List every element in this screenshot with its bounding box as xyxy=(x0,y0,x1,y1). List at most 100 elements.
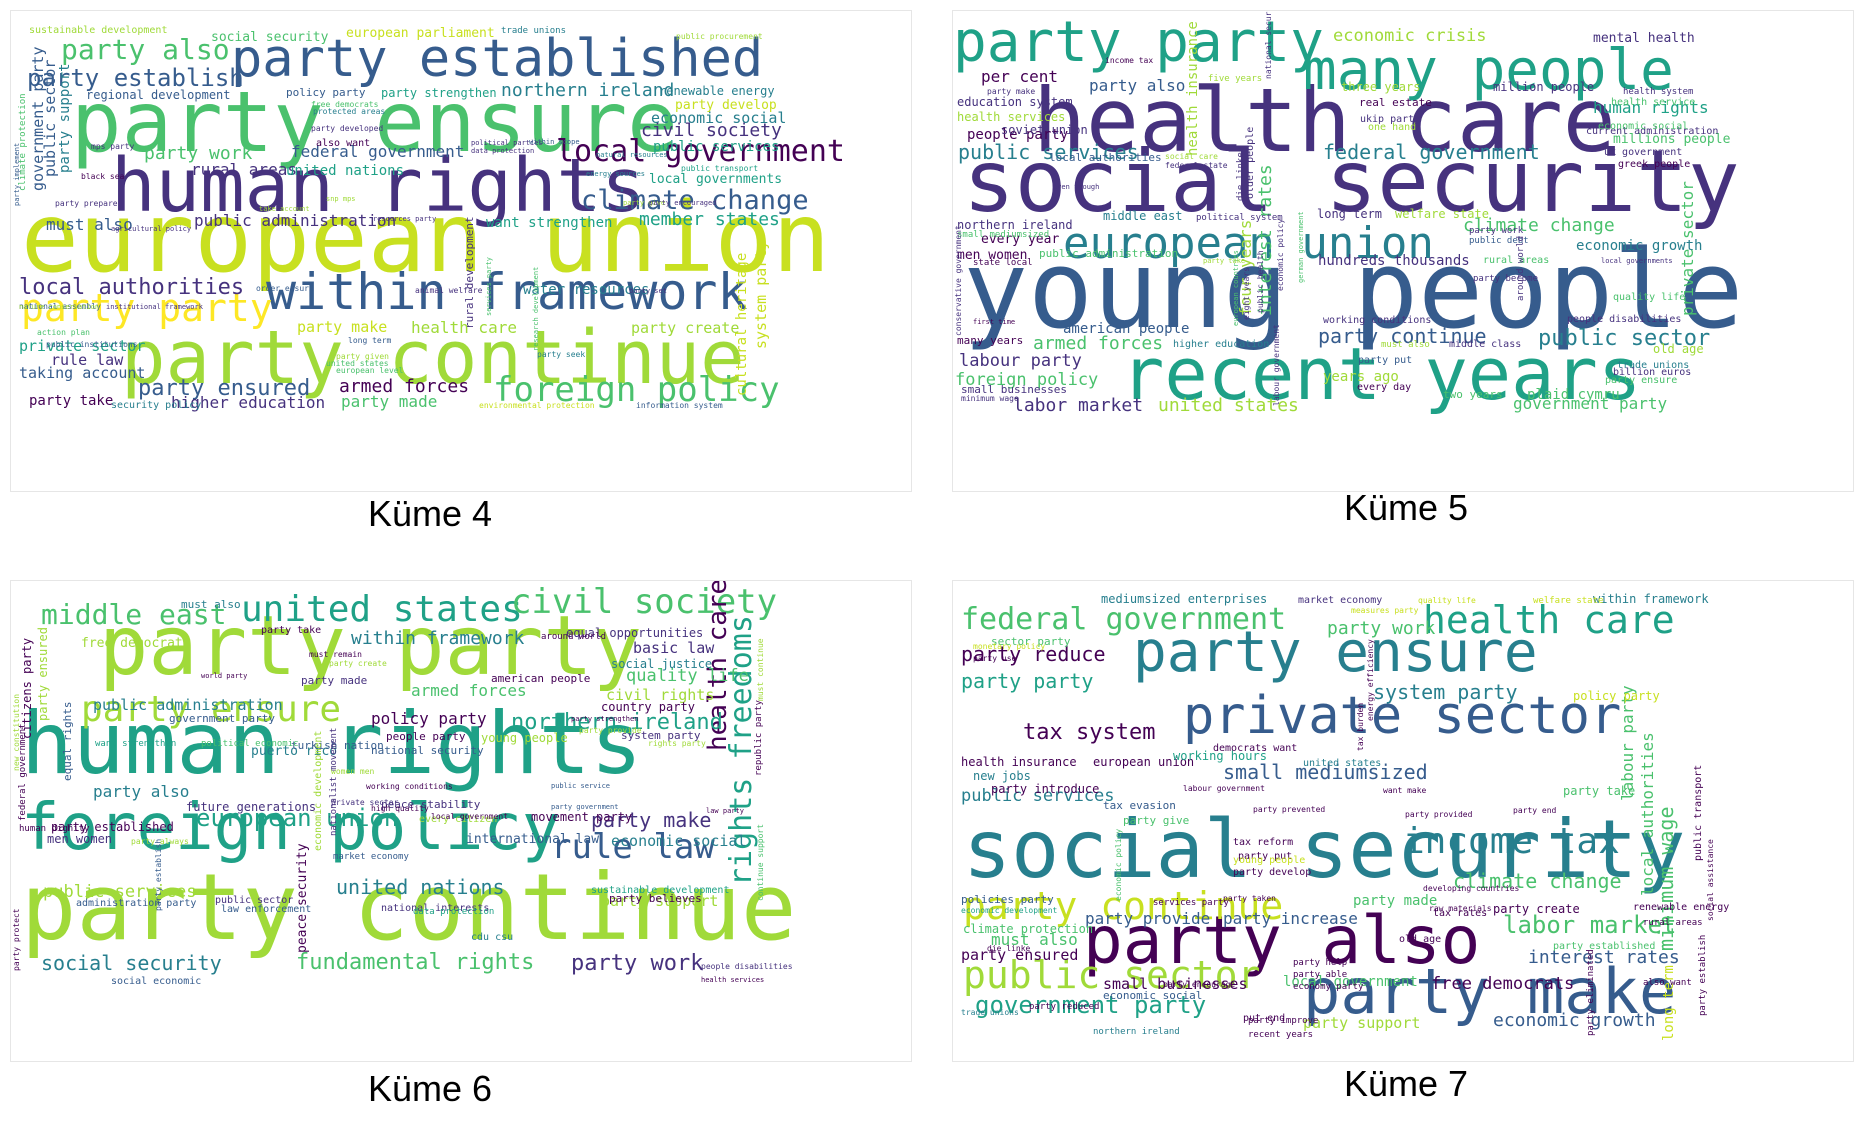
word-data-protection: data protection xyxy=(471,147,534,155)
word-want-strengthen: want strengthen xyxy=(486,215,612,231)
word-cloud-panel-7: social security party also private sector p… xyxy=(952,580,1854,1062)
word-health-care: health care xyxy=(1423,598,1675,642)
word-cloud-panel-6: human rights party party party continue for… xyxy=(10,580,912,1062)
word-health-services: health services xyxy=(957,110,1065,124)
word-want-strengthen: want strengthen xyxy=(95,739,176,749)
word-party-party: party party xyxy=(961,669,1093,693)
word-economic-crisis: economic crisis xyxy=(1333,26,1487,46)
word-political-system: political system xyxy=(1196,213,1283,223)
word-member-states: member states xyxy=(639,209,780,230)
word-party-also: party also xyxy=(61,33,230,66)
word-local-government: local government xyxy=(556,134,845,169)
word-democrats-want: democrats want xyxy=(1213,743,1297,754)
word-information-system: information system xyxy=(636,401,723,410)
word-american-people: american people xyxy=(1063,321,1189,337)
word-economic-growth: economic growth xyxy=(1576,238,1702,254)
word-public-administration: public administration xyxy=(93,696,283,714)
word-federal-state: federal state xyxy=(1165,161,1228,170)
word-armed-forces: armed forces xyxy=(1033,333,1163,354)
word-renewable-energy: renewable energy xyxy=(1633,902,1729,913)
word-trade-unions: trade unions xyxy=(961,1008,1019,1017)
word-quality-life: quality life xyxy=(626,666,749,686)
word-party-established: party established xyxy=(231,29,763,89)
word-billion-euros: billion euros xyxy=(1613,367,1691,378)
word-administration-party: administration party xyxy=(76,898,196,909)
word-higher-education: higher education xyxy=(171,393,325,412)
word-party-create: party create xyxy=(329,659,387,668)
word-economic-growth: economic growth xyxy=(1493,1010,1656,1031)
word-education-system: education system xyxy=(957,95,1073,109)
word-federal-government: federal government xyxy=(291,142,464,161)
word-cdu-csu: cdu csu xyxy=(471,932,513,943)
word-party-make: party make xyxy=(591,808,711,832)
word-long-term: long term xyxy=(1661,965,1677,1041)
word-economic-policy: economic policy xyxy=(1276,219,1285,291)
word-rural-development: rural development xyxy=(463,216,476,329)
word-young-people: young people xyxy=(1233,855,1305,866)
word-labour-government: labour government xyxy=(1183,784,1265,793)
word-research-development: research development xyxy=(532,267,540,351)
word-national-security: national security xyxy=(371,744,484,757)
word-welfare-state: welfare state xyxy=(1533,596,1603,606)
word-sustainable-development: sustainable development xyxy=(591,885,729,896)
word-international-law: international law xyxy=(466,832,599,847)
word-local-government: local government xyxy=(431,812,508,821)
word-european-union: european union xyxy=(1063,218,1434,269)
word-public-service: public service xyxy=(551,782,610,790)
word-private-sector: private sector xyxy=(1678,181,1697,316)
word-party-take: party take xyxy=(1203,257,1245,265)
word-economy-party: economy party xyxy=(1293,982,1364,992)
word-recent-years: recent years xyxy=(1121,332,1641,416)
word-public-sector: public sector xyxy=(41,60,59,177)
word-civil-rights: civil rights xyxy=(606,686,714,704)
word-health-system: health system xyxy=(1623,87,1693,97)
word-system-party: system party xyxy=(621,729,701,742)
word-social-security: social security xyxy=(963,132,1740,232)
word-climate-change: climate change xyxy=(581,185,809,216)
word-market-economy: market economy xyxy=(1298,595,1382,606)
word-social-security: social security xyxy=(211,30,329,45)
word-people-party: people party xyxy=(967,127,1068,143)
caption-kume-6: Küme 6 xyxy=(367,1068,493,1109)
word-foreign-policy: foreign policy xyxy=(21,791,560,865)
word-women-men: women men xyxy=(331,767,375,776)
word-climate-change: climate change xyxy=(1453,869,1622,893)
word-ukip-party: ukip party xyxy=(1360,114,1420,125)
word-tax-evasion: tax evasion xyxy=(1103,799,1176,812)
word-within-scope: within scope xyxy=(529,138,580,146)
word-party-continue: party continue xyxy=(963,884,1283,928)
word-party-provide: party provide xyxy=(1085,909,1210,928)
word-public-services: public services xyxy=(653,139,779,155)
word-private-sector: private sector xyxy=(19,337,145,355)
word-public-sector: public sector xyxy=(1538,326,1710,351)
word-must-continue: must continue xyxy=(756,638,765,701)
word-party-given: party given xyxy=(336,352,389,361)
word-public-administration: public administration xyxy=(1039,247,1178,260)
word-government-party: government party xyxy=(29,47,47,192)
word-welfare-state: welfare state xyxy=(1395,207,1489,221)
word-party-ensure: party ensure xyxy=(1605,375,1677,386)
word-armed-forces: armed forces xyxy=(339,376,469,397)
word-energy-sources: energy sources xyxy=(586,170,645,178)
word-policy-party: policy party xyxy=(1573,689,1660,703)
word-public-health: public health xyxy=(1256,250,1265,313)
word-social-security: social security xyxy=(41,951,222,975)
word-mediumsized-enterprises: mediumsized enterprises xyxy=(1101,592,1267,606)
word-party-government: party government xyxy=(551,803,618,811)
word-climate-change: climate change xyxy=(1463,215,1615,236)
word-party-implement: party implement xyxy=(13,143,21,206)
word-rural-areas: rural areas xyxy=(1483,255,1549,266)
word-within-framework: within framework xyxy=(1593,592,1709,606)
word-natural-resources: natural resources xyxy=(596,151,668,159)
word-rule-law: rule law xyxy=(551,827,715,867)
word-northern-ireland: northern ireland xyxy=(1093,1027,1180,1037)
word-rural-areas: rural areas xyxy=(1643,918,1703,928)
word-animal-welfare: animal welfare xyxy=(415,286,483,295)
word-minimum-wage: minimum wage xyxy=(961,394,1019,403)
word-raw-materials: raw materials xyxy=(1429,904,1492,913)
word-working-conditions: working conditions xyxy=(1323,315,1431,326)
word-party-ensured: party ensured xyxy=(138,376,310,401)
